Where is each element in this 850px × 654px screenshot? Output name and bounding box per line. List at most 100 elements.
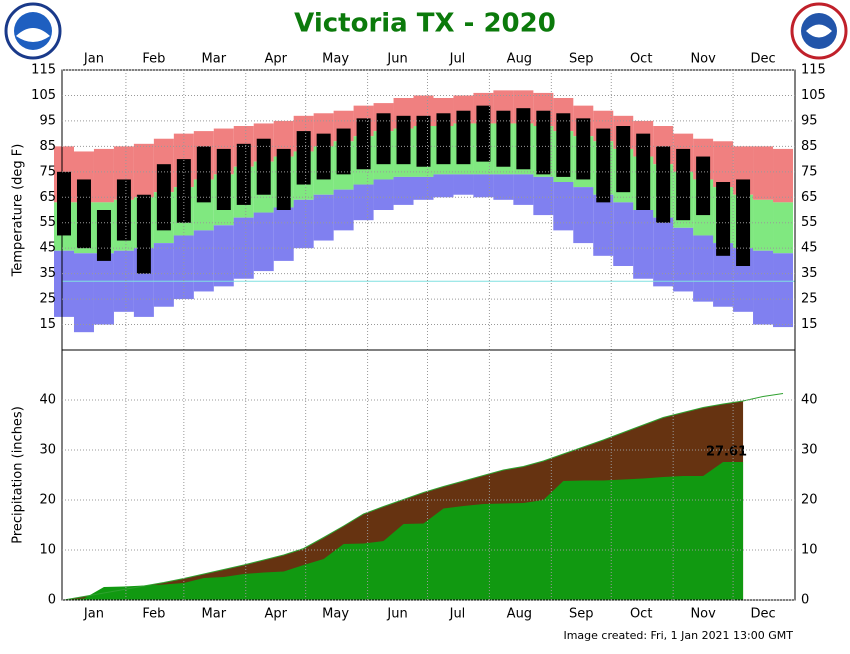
range-bar	[473, 174, 494, 198]
range-bar	[96, 210, 111, 261]
range-bar	[713, 243, 734, 307]
x-tick-label: Nov	[690, 607, 716, 622]
x-tick-label: Jun	[386, 52, 407, 67]
range-bar	[493, 174, 514, 200]
range-bar	[713, 141, 734, 188]
range-bar	[753, 146, 774, 200]
x-tick-label: Aug	[507, 607, 532, 622]
x-tick-label: Oct	[630, 607, 652, 622]
y-tick-label: 85	[801, 139, 818, 154]
range-bar	[773, 148, 794, 203]
y-tick-label: 30	[801, 443, 818, 458]
y-tick-label: 85	[39, 139, 56, 154]
range-bar	[193, 230, 214, 292]
range-bar	[416, 115, 431, 167]
caption: Image created: Fri, 1 Jan 2021 13:00 GMT	[563, 629, 793, 642]
x-tick-label: Feb	[142, 607, 165, 622]
range-bar	[93, 253, 114, 325]
y-tick-label: 10	[801, 543, 818, 558]
range-bar	[396, 115, 411, 165]
range-bar	[276, 148, 291, 210]
noaa-logo	[4, 2, 62, 60]
range-bar	[376, 113, 391, 165]
range-bar	[76, 179, 91, 249]
range-bar	[133, 143, 154, 198]
y-tick-label: 25	[39, 292, 56, 307]
range-bar	[436, 113, 451, 165]
y-tick-label: 0	[48, 593, 56, 608]
y-tick-label: 115	[31, 63, 56, 78]
range-bar	[273, 120, 294, 157]
range-bar	[253, 212, 274, 272]
range-bar	[653, 217, 674, 287]
y-tick-label: 0	[801, 593, 809, 608]
y-tick-label: 95	[39, 113, 56, 128]
range-bar	[453, 174, 474, 195]
range-bar	[196, 146, 211, 203]
y-tick-label: 15	[39, 317, 56, 332]
chart-title: Victoria TX - 2020	[294, 9, 556, 39]
range-bar	[236, 143, 251, 205]
range-bar	[556, 113, 571, 177]
y-tick-label: 105	[801, 88, 826, 103]
y-tick-label: 15	[801, 317, 818, 332]
x-tick-label: Mar	[202, 52, 227, 67]
range-bar	[173, 235, 194, 300]
x-tick-label: Jul	[449, 607, 466, 622]
range-bar	[676, 148, 691, 221]
y-tick-label: 35	[801, 266, 818, 281]
range-bar	[136, 194, 151, 274]
range-bar	[273, 207, 294, 261]
range-bar	[773, 202, 794, 254]
y-tick-label: 20	[39, 493, 56, 508]
y-tick-label: 25	[801, 292, 818, 307]
x-tick-label: Jul	[449, 52, 466, 67]
range-bar	[93, 148, 114, 203]
y-tick-label: 55	[39, 215, 56, 230]
range-bar	[753, 199, 774, 251]
range-bar	[353, 184, 374, 221]
y-tick-label: 65	[801, 190, 818, 205]
range-bar	[536, 110, 551, 175]
range-bar	[156, 164, 171, 231]
range-bar	[356, 118, 371, 170]
range-bar	[413, 176, 434, 200]
y-axis-title: Temperature (deg F)	[11, 144, 26, 278]
range-bar	[56, 171, 71, 236]
x-tick-label: Mar	[202, 607, 227, 622]
range-bar	[636, 133, 651, 210]
range-bar	[513, 174, 534, 205]
range-bar	[116, 179, 131, 241]
x-tick-label: Apr	[264, 607, 287, 622]
y-axis-title: Precipitation (inches)	[11, 406, 26, 544]
range-bar	[596, 128, 611, 203]
range-bar	[693, 235, 714, 302]
range-bar	[373, 179, 394, 210]
x-tick-label: Dec	[750, 607, 775, 622]
range-bar	[256, 138, 271, 195]
y-tick-label: 30	[39, 443, 56, 458]
range-bar	[216, 148, 231, 210]
range-bar	[696, 156, 711, 216]
range-bar	[333, 189, 354, 231]
range-bar	[656, 146, 671, 223]
range-bar	[53, 250, 74, 317]
x-tick-label: Dec	[750, 52, 775, 67]
x-tick-label: Jan	[83, 607, 104, 622]
value-label: 27.61	[706, 444, 747, 459]
range-bar	[616, 126, 631, 193]
y-tick-label: 10	[39, 543, 56, 558]
x-tick-label: Oct	[630, 52, 652, 67]
range-bar	[233, 217, 254, 279]
range-bar	[316, 133, 331, 180]
x-tick-label: Feb	[142, 52, 165, 67]
x-tick-label: Jan	[83, 52, 104, 67]
range-bar	[433, 174, 454, 198]
x-tick-label: Apr	[264, 52, 287, 67]
y-tick-label: 35	[39, 266, 56, 281]
y-tick-label: 65	[39, 190, 56, 205]
nws-logo	[790, 2, 848, 60]
x-tick-label: Jun	[386, 607, 407, 622]
range-bar	[456, 110, 471, 165]
range-bar	[533, 176, 554, 216]
